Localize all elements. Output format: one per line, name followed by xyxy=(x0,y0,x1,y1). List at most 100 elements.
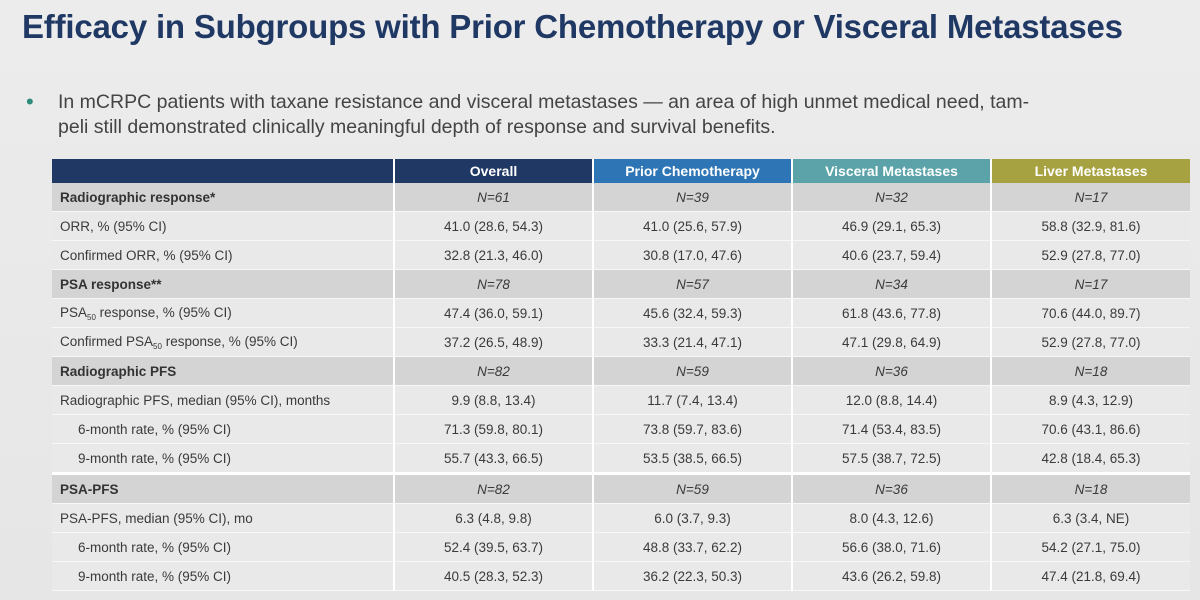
section-row-radiographic-pfs: Radiographic PFS N=82 N=59 N=36 N=18 xyxy=(52,356,1190,386)
label-subscript: 50 xyxy=(153,341,162,351)
row-label: 6-month rate, % (95% CI) xyxy=(52,414,395,444)
n-visceral: N=34 xyxy=(792,269,992,299)
bullet-icon: • xyxy=(26,89,34,114)
cell-prior-chemo: 30.8 (17.0, 47.6) xyxy=(593,240,793,270)
slide-title: Efficacy in Subgroups with Prior Chemoth… xyxy=(22,8,1123,45)
cell-overall: 37.2 (26.5, 48.9) xyxy=(394,327,594,357)
cell-visceral: 56.6 (38.0, 71.6) xyxy=(792,532,992,562)
cell-overall: 6.3 (4.8, 9.8) xyxy=(394,503,594,533)
header-prior-chemotherapy: Prior Chemotherapy xyxy=(593,159,793,183)
cell-prior-chemo: 33.3 (21.4, 47.1) xyxy=(593,327,793,357)
cell-liver: 47.4 (21.8, 69.4) xyxy=(991,561,1190,591)
cell-liver: 52.9 (27.8, 77.0) xyxy=(991,240,1190,270)
cell-prior-chemo: 53.5 (38.5, 66.5) xyxy=(593,443,793,474)
bullet-line-2: peli still demonstrated clinically meani… xyxy=(58,116,776,138)
header-liver-metastases: Liver Metastases xyxy=(991,159,1190,183)
row-label: Radiographic PFS xyxy=(52,356,395,386)
section-row-psa-pfs: PSA-PFS N=82 N=59 N=36 N=18 xyxy=(52,472,1190,504)
n-prior-chemo: N=59 xyxy=(593,356,793,386)
row-label: PSA-PFS, median (95% CI), mo xyxy=(52,503,395,533)
bullet-text: In mCRPC patients with taxane resistance… xyxy=(58,90,1029,140)
n-visceral: N=36 xyxy=(792,356,992,386)
table-row-psa50-response: PSA50 response, % (95% CI) 47.4 (36.0, 5… xyxy=(52,298,1190,328)
cell-overall: 47.4 (36.0, 59.1) xyxy=(394,298,594,328)
table-row-rpfs-9-month: 9-month rate, % (95% CI) 55.7 (43.3, 66.… xyxy=(52,443,1190,474)
cell-visceral: 61.8 (43.6, 77.8) xyxy=(792,298,992,328)
n-liver: N=17 xyxy=(991,183,1190,212)
header-overall: Overall xyxy=(394,159,594,183)
n-visceral: N=36 xyxy=(792,472,992,504)
cell-liver: 42.8 (18.4, 65.3) xyxy=(991,443,1190,474)
table-row-confirmed-orr: Confirmed ORR, % (95% CI) 32.8 (21.3, 46… xyxy=(52,240,1190,270)
n-visceral: N=32 xyxy=(792,183,992,212)
cell-liver: 70.6 (44.0, 89.7) xyxy=(991,298,1190,328)
label-prefix: PSA xyxy=(60,304,88,320)
cell-prior-chemo: 48.8 (33.7, 62.2) xyxy=(593,532,793,562)
cell-liver: 54.2 (27.1, 75.0) xyxy=(991,532,1190,562)
cell-prior-chemo: 36.2 (22.3, 50.3) xyxy=(593,561,793,591)
cell-overall: 40.5 (28.3, 52.3) xyxy=(394,561,594,591)
bullet-point: • In mCRPC patients with taxane resistan… xyxy=(22,90,1182,140)
cell-visceral: 43.6 (26.2, 59.8) xyxy=(792,561,992,591)
row-label: Confirmed PSA50 response, % (95% CI) xyxy=(52,327,395,357)
table-row-psa-pfs-6-month: 6-month rate, % (95% CI) 52.4 (39.5, 63.… xyxy=(52,532,1190,562)
row-label: Radiographic PFS, median (95% CI), month… xyxy=(52,385,395,415)
header-visceral-metastases: Visceral Metastases xyxy=(792,159,992,183)
cell-overall: 52.4 (39.5, 63.7) xyxy=(394,532,594,562)
n-overall: N=82 xyxy=(394,472,594,504)
cell-visceral: 8.0 (4.3, 12.6) xyxy=(792,503,992,533)
n-prior-chemo: N=39 xyxy=(593,183,793,212)
table-row-rpfs-6-month: 6-month rate, % (95% CI) 71.3 (59.8, 80.… xyxy=(52,414,1190,444)
label-suffix: response, % (95% CI) xyxy=(95,304,232,320)
table-row-psa-pfs-9-month: 9-month rate, % (95% CI) 40.5 (28.3, 52.… xyxy=(52,561,1190,591)
table-row-confirmed-psa50-response: Confirmed PSA50 response, % (95% CI) 37.… xyxy=(52,327,1190,357)
cell-prior-chemo: 6.0 (3.7, 9.3) xyxy=(593,503,793,533)
cell-liver: 70.6 (43.1, 86.6) xyxy=(991,414,1190,444)
cell-prior-chemo: 41.0 (25.6, 57.9) xyxy=(593,211,793,241)
label-subscript: 50 xyxy=(87,312,96,322)
efficacy-table: Overall Prior Chemotherapy Visceral Meta… xyxy=(52,159,1190,591)
cell-visceral: 46.9 (29.1, 65.3) xyxy=(792,211,992,241)
row-label: PSA50 response, % (95% CI) xyxy=(52,298,395,328)
cell-prior-chemo: 45.6 (32.4, 59.3) xyxy=(593,298,793,328)
header-blank xyxy=(52,159,395,183)
table-header-row: Overall Prior Chemotherapy Visceral Meta… xyxy=(52,159,1190,183)
n-overall: N=82 xyxy=(394,356,594,386)
row-label: Confirmed ORR, % (95% CI) xyxy=(52,240,395,270)
cell-prior-chemo: 11.7 (7.4, 13.4) xyxy=(593,385,793,415)
cell-prior-chemo: 73.8 (59.7, 83.6) xyxy=(593,414,793,444)
n-liver: N=17 xyxy=(991,269,1190,299)
row-label: ORR, % (95% CI) xyxy=(52,211,395,241)
label-prefix: Confirmed PSA xyxy=(60,333,154,349)
bullet-line-1: In mCRPC patients with taxane resistance… xyxy=(58,91,1030,113)
row-label: PSA-PFS xyxy=(52,472,395,504)
n-liver: N=18 xyxy=(991,356,1190,386)
row-label: Radiographic response* xyxy=(52,183,395,212)
cell-liver: 52.9 (27.8, 77.0) xyxy=(991,327,1190,357)
cell-liver: 6.3 (3.4, NE) xyxy=(991,503,1190,533)
table-row-orr: ORR, % (95% CI) 41.0 (28.6, 54.3) 41.0 (… xyxy=(52,211,1190,241)
cell-overall: 71.3 (59.8, 80.1) xyxy=(394,414,594,444)
row-label: 6-month rate, % (95% CI) xyxy=(52,532,395,562)
row-label: PSA response** xyxy=(52,269,395,299)
cell-overall: 32.8 (21.3, 46.0) xyxy=(394,240,594,270)
n-prior-chemo: N=57 xyxy=(593,269,793,299)
cell-liver: 58.8 (32.9, 81.6) xyxy=(991,211,1190,241)
cell-overall: 55.7 (43.3, 66.5) xyxy=(394,443,594,474)
cell-visceral: 12.0 (8.8, 14.4) xyxy=(792,385,992,415)
cell-overall: 41.0 (28.6, 54.3) xyxy=(394,211,594,241)
n-overall: N=78 xyxy=(394,269,594,299)
cell-visceral: 57.5 (38.7, 72.5) xyxy=(792,443,992,474)
cell-liver: 8.9 (4.3, 12.9) xyxy=(991,385,1190,415)
cell-overall: 9.9 (8.8, 13.4) xyxy=(394,385,594,415)
row-label: 9-month rate, % (95% CI) xyxy=(52,443,395,474)
n-prior-chemo: N=59 xyxy=(593,472,793,504)
table-row-rpfs-median: Radiographic PFS, median (95% CI), month… xyxy=(52,385,1190,415)
cell-visceral: 71.4 (53.4, 83.5) xyxy=(792,414,992,444)
section-row-radiographic-response: Radiographic response* N=61 N=39 N=32 N=… xyxy=(52,183,1190,212)
row-label: 9-month rate, % (95% CI) xyxy=(52,561,395,591)
n-liver: N=18 xyxy=(991,472,1190,504)
n-overall: N=61 xyxy=(394,183,594,212)
cell-visceral: 47.1 (29.8, 64.9) xyxy=(792,327,992,357)
cell-visceral: 40.6 (23.7, 59.4) xyxy=(792,240,992,270)
